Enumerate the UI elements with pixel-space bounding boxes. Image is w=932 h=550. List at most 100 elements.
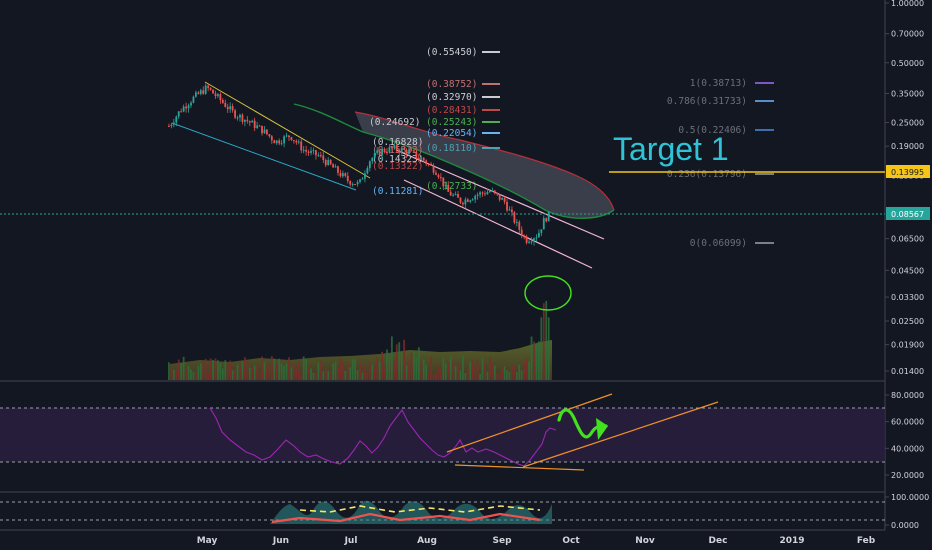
volume-bar [364, 365, 366, 380]
candle-body [427, 163, 430, 165]
oscillator-axis[interactable]: 100.0000 0.0000 [885, 493, 929, 530]
candle-body [307, 151, 310, 153]
volume-bar [457, 363, 459, 380]
volume-bar [388, 354, 391, 380]
candle-body [310, 150, 312, 153]
volume-bar [381, 351, 383, 380]
volume-bar [231, 370, 234, 380]
volume-bar [349, 367, 352, 380]
candle-body [295, 140, 298, 143]
volume-bar [236, 364, 239, 380]
volume-bar [334, 361, 337, 380]
target-annotation: Target 1 [609, 131, 885, 173]
fib-left-label: (0.32970) [426, 92, 477, 103]
candle-body [337, 166, 339, 173]
volume-bar [432, 373, 435, 380]
candle-body [226, 106, 229, 110]
volume-bar [241, 361, 244, 380]
candle-body [214, 93, 217, 97]
volume-bar [234, 370, 236, 380]
candle-body [312, 150, 315, 152]
candle-body [381, 148, 383, 155]
fib-retracement-right: 1(0.38713) 0.786(0.31733) 0.5(0.22406) 0.23… [667, 78, 774, 249]
volume-bar [496, 373, 499, 380]
rsi-support-line [454, 464, 585, 471]
candle-body [488, 191, 491, 193]
volume-bar [410, 352, 413, 380]
price-axis[interactable]: 1.00000 0.70000 0.50000 0.35000 0.25000 0.190… [885, 0, 924, 376]
volume-bar [523, 362, 526, 380]
candle-body [413, 150, 415, 152]
candle-body [292, 140, 295, 142]
volume-bar [439, 369, 442, 380]
volume-bar [317, 362, 320, 380]
volume-bar [253, 365, 256, 380]
oscillator-panel [0, 500, 885, 524]
price-tick-label: 1.00000 [891, 0, 924, 8]
volume-bar [199, 363, 202, 380]
volume-bar [329, 371, 332, 380]
candle-body [351, 184, 354, 186]
candle-body [528, 241, 530, 243]
volume-bar [425, 364, 428, 380]
rsi-axis[interactable]: 80.0000 60.0000 40.0000 20.0000 [885, 391, 924, 480]
volume-bar [395, 344, 398, 380]
price-tick-label: 0.02500 [891, 317, 924, 326]
candle-body [479, 192, 481, 195]
candle-body [408, 149, 410, 155]
volume-bar [435, 373, 437, 380]
time-axis[interactable]: May Jun Jul Aug Sep Oct Nov Dec 2019 Feb [197, 536, 876, 546]
candle-body [170, 124, 173, 127]
candle-body [518, 221, 521, 230]
volume-bar [307, 366, 310, 380]
candle-body [364, 173, 366, 179]
candle-body [290, 137, 293, 141]
candle-body [346, 175, 349, 182]
volume-bar [270, 356, 273, 380]
candle-body [339, 172, 342, 177]
cloud-fill [355, 112, 614, 219]
volume-bar [194, 373, 197, 380]
volume-bar [525, 357, 528, 380]
candle-body [194, 92, 197, 97]
price-tick-label: 0.19000 [891, 142, 924, 151]
volume-bar [405, 365, 408, 380]
volume-bar [290, 367, 293, 380]
target-price-text: 0.13995 [891, 168, 924, 177]
candle-body [417, 157, 420, 159]
candle-body [212, 89, 214, 94]
volume-bar [182, 356, 185, 380]
price-tick-label: 0.25000 [891, 119, 924, 128]
time-tick-label: Oct [562, 536, 580, 546]
volume-bar [251, 367, 254, 380]
volume-bar [371, 364, 374, 380]
candle-body [378, 150, 381, 155]
candle-body [256, 125, 259, 129]
candle-body [241, 114, 244, 122]
volume-bar [427, 372, 430, 380]
candle-body [540, 229, 543, 233]
candle-body [430, 163, 432, 166]
volume-bar [212, 359, 214, 380]
candle-body [523, 235, 526, 237]
volume-bar [266, 365, 268, 380]
volume-bar [422, 359, 425, 380]
candle-body [246, 119, 249, 122]
candle-body [207, 85, 210, 88]
fib-left-label: (0.25243) [426, 117, 477, 128]
candle-body [449, 191, 452, 196]
volume-bar [449, 356, 452, 380]
candle-body [462, 202, 464, 205]
candle-body [204, 85, 207, 94]
candle-body [395, 145, 398, 151]
candle-body [464, 199, 467, 205]
candle-body [525, 236, 528, 243]
volume-bar [344, 370, 347, 380]
volume-bar [386, 349, 388, 380]
candle-body [511, 209, 513, 213]
volume-bar [180, 362, 183, 380]
volume-bar [368, 361, 371, 380]
volume-bar [459, 370, 462, 380]
candle-body [415, 151, 418, 158]
